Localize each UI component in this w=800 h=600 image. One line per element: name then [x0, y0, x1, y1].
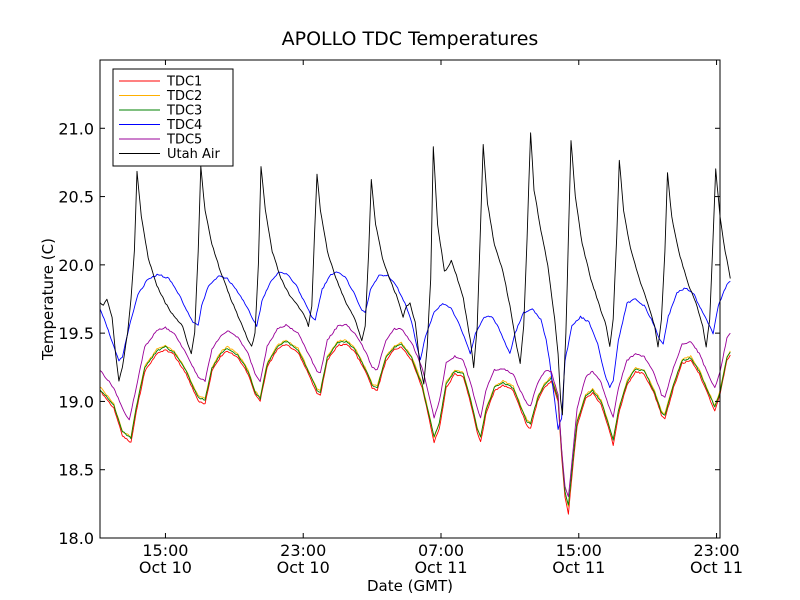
y-tick-label: 20.5: [58, 188, 94, 207]
x-axis-label: Date (GMT): [367, 577, 453, 595]
x-tick-label-time: 15:00: [556, 541, 602, 560]
y-tick-label: 19.0: [58, 392, 94, 411]
y-axis: 18.0 18.5 19.0 19.5 20.0 20.5 21.0: [58, 119, 720, 548]
y-tick-label: 18.0: [58, 529, 94, 548]
x-tick-label-time: 15:00: [142, 541, 188, 560]
series-line-utah-air: [99, 132, 731, 416]
legend-label: TDC2: [166, 89, 202, 104]
series-line-tdc4: [99, 271, 731, 430]
x-tick-label-time: 07:00: [418, 541, 464, 560]
x-tick-label-time: 23:00: [280, 541, 326, 560]
x-tick-label-date: Oct 10: [139, 558, 192, 577]
series-line-tdc1: [99, 343, 731, 515]
series-line-tdc5: [99, 323, 731, 498]
y-tick-label: 18.5: [58, 461, 94, 480]
y-tick-label: 21.0: [58, 119, 94, 138]
series-layer: [99, 132, 731, 515]
y-axis-label: Temperature (C): [39, 238, 57, 361]
legend-label: TDC4: [166, 118, 202, 133]
x-tick-label-date: Oct 11: [414, 558, 467, 577]
legend-label: TDC3: [166, 104, 202, 119]
legend-label: TDC1: [166, 75, 202, 90]
x-tick-label-date: Oct 11: [552, 558, 605, 577]
y-tick-label: 20.0: [58, 256, 94, 275]
x-tick-label-date: Oct 11: [690, 558, 743, 577]
chart-title: APOLLO TDC Temperatures: [282, 28, 539, 50]
series-line-tdc3: [99, 340, 731, 506]
x-tick-label-date: Oct 10: [277, 558, 330, 577]
y-tick-label: 19.5: [58, 324, 94, 343]
x-tick-label-time: 23:00: [694, 541, 740, 560]
legend-label: Utah Air: [167, 147, 220, 162]
plot-frame: [99, 59, 721, 539]
legend-label: TDC5: [166, 133, 202, 148]
legend-box: [112, 68, 234, 167]
